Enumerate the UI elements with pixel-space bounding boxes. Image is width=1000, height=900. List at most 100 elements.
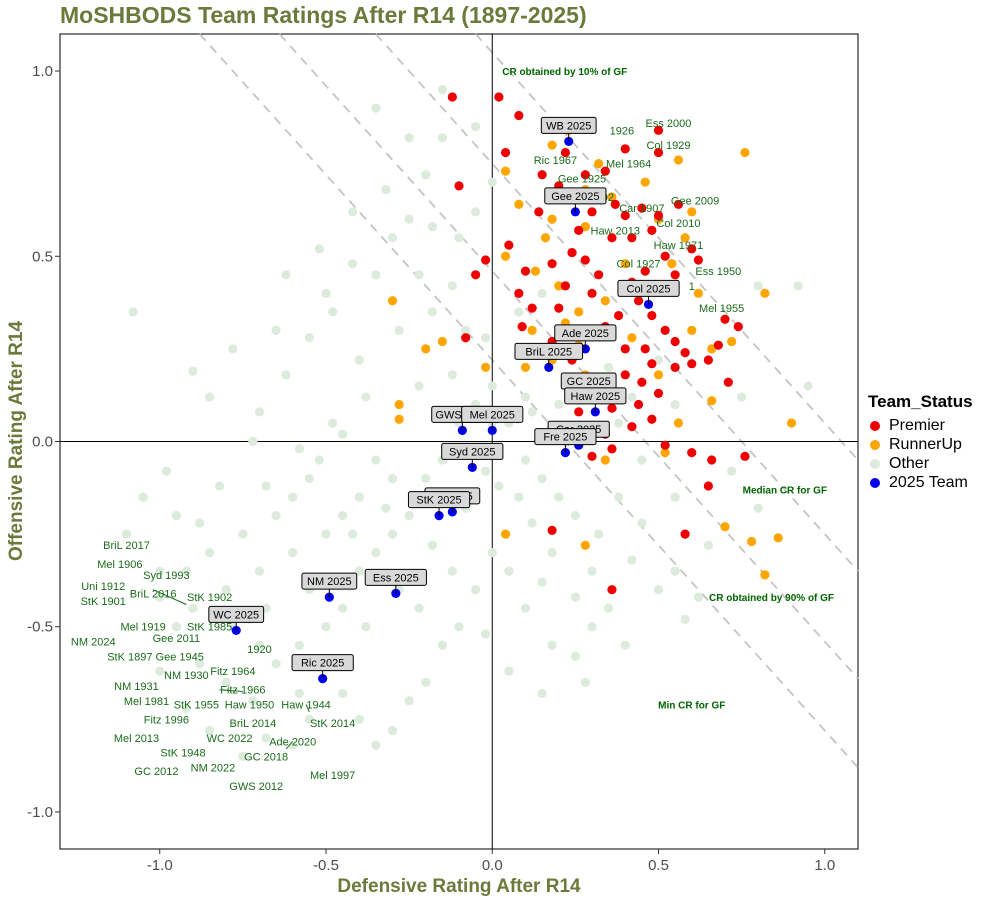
point-premier — [647, 359, 657, 369]
point-other — [205, 725, 215, 736]
point-other — [680, 614, 690, 624]
point-premier — [547, 525, 557, 536]
point-other — [520, 392, 531, 402]
point-other — [554, 492, 564, 502]
team-label: NM 2024 — [71, 637, 116, 649]
point-other — [514, 307, 524, 317]
point-other — [481, 466, 491, 476]
point-other — [205, 392, 215, 402]
box-label: BriL 2025 — [514, 342, 584, 368]
point-other — [181, 703, 191, 713]
point-other — [627, 392, 637, 402]
point-other — [195, 659, 205, 669]
point-other — [803, 381, 813, 391]
point-runnerup — [547, 140, 557, 150]
team-label: Gee 2009 — [671, 196, 719, 208]
point-other — [447, 370, 457, 380]
box-label-background — [208, 605, 265, 623]
point-other — [348, 207, 358, 217]
point-runnerup — [687, 207, 697, 217]
box-label-text: BriL 2025 — [525, 346, 572, 358]
point-other — [288, 548, 298, 558]
team-label: Car 1907 — [619, 203, 664, 215]
point-2025-team — [318, 673, 328, 684]
point-other — [604, 603, 614, 613]
point-other — [487, 177, 497, 187]
point-premier — [713, 340, 723, 350]
point-premier — [454, 181, 464, 191]
reference-line-label: Median CR for GF — [743, 486, 827, 497]
point-runnerup — [680, 233, 690, 243]
point-other — [447, 281, 457, 291]
point-other — [394, 325, 404, 335]
point-premier — [670, 336, 680, 347]
point-runnerup — [437, 336, 447, 347]
box-label-background — [407, 491, 471, 509]
point-other — [321, 529, 331, 539]
point-other — [487, 548, 497, 558]
point-premier — [554, 303, 564, 313]
point-premier — [687, 448, 697, 458]
team-label: NM 1931 — [114, 681, 159, 693]
point-premier — [600, 166, 610, 176]
legend-dot-icon — [870, 477, 880, 488]
leader-line — [219, 689, 243, 693]
point-premier — [517, 322, 527, 332]
point-premier — [534, 207, 544, 217]
point-other — [703, 540, 713, 550]
point-other — [228, 344, 238, 354]
point-other — [221, 677, 231, 687]
point-premier — [574, 407, 584, 417]
box-label-text: StK 2025 — [416, 495, 461, 507]
team-label: Gee 2011 — [153, 633, 201, 645]
point-premier — [547, 259, 557, 269]
point-runnerup — [500, 529, 511, 539]
point-premier — [723, 377, 733, 387]
point-premier — [514, 110, 524, 121]
box-label-text: Fre 2025 — [543, 432, 587, 444]
point-premier — [461, 333, 471, 343]
team-label: Col 2010 — [656, 218, 700, 230]
point-other — [281, 270, 291, 280]
point-other — [527, 407, 537, 417]
team-label: Haw 2013 — [591, 225, 641, 237]
point-other — [587, 566, 597, 576]
point-other — [205, 548, 215, 558]
point-premier — [647, 225, 657, 235]
point-premier — [703, 355, 713, 365]
point-premier — [607, 403, 617, 413]
point-other — [570, 510, 580, 521]
point-other — [354, 355, 364, 365]
point-other — [188, 603, 198, 613]
point-other — [288, 492, 298, 502]
team-label: StK 2014 — [310, 718, 355, 730]
point-other — [195, 518, 205, 528]
reference-line-label: CR obtained by 90% of GF — [709, 593, 834, 604]
point-other — [294, 688, 304, 699]
x-tick-label: 0.5 — [648, 857, 669, 874]
box-label: Col 2025 — [617, 279, 680, 305]
reference-line-label: CR obtained by 10% of GF — [502, 67, 627, 78]
point-premier — [560, 281, 571, 291]
point-2025-team — [231, 625, 241, 636]
box-label-text: Gee 2025 — [551, 191, 599, 203]
point-runnerup — [594, 159, 604, 169]
legend-title: Team_Status — [868, 392, 973, 411]
point-runnerup — [500, 251, 511, 261]
point-other — [627, 555, 637, 565]
team-label: Col 1929 — [646, 140, 690, 152]
legend-label: Other — [889, 454, 930, 472]
point-other — [294, 444, 304, 454]
box-label-background — [534, 428, 597, 446]
team-label: BriL 2016 — [130, 588, 177, 600]
annotations: CR obtained by 10% of GF Median CR for GF… — [502, 67, 834, 711]
point-other — [670, 399, 680, 410]
point-other — [404, 214, 414, 224]
box-label-text: GC 2025 — [567, 376, 611, 388]
legend-items: Premier RunnerUp Other 2025 Team — [868, 416, 973, 492]
point-other — [547, 548, 557, 558]
team-label: Mel 1981 — [124, 696, 169, 708]
point-other — [414, 270, 424, 280]
point-other — [537, 473, 547, 484]
point-premier — [587, 288, 597, 298]
